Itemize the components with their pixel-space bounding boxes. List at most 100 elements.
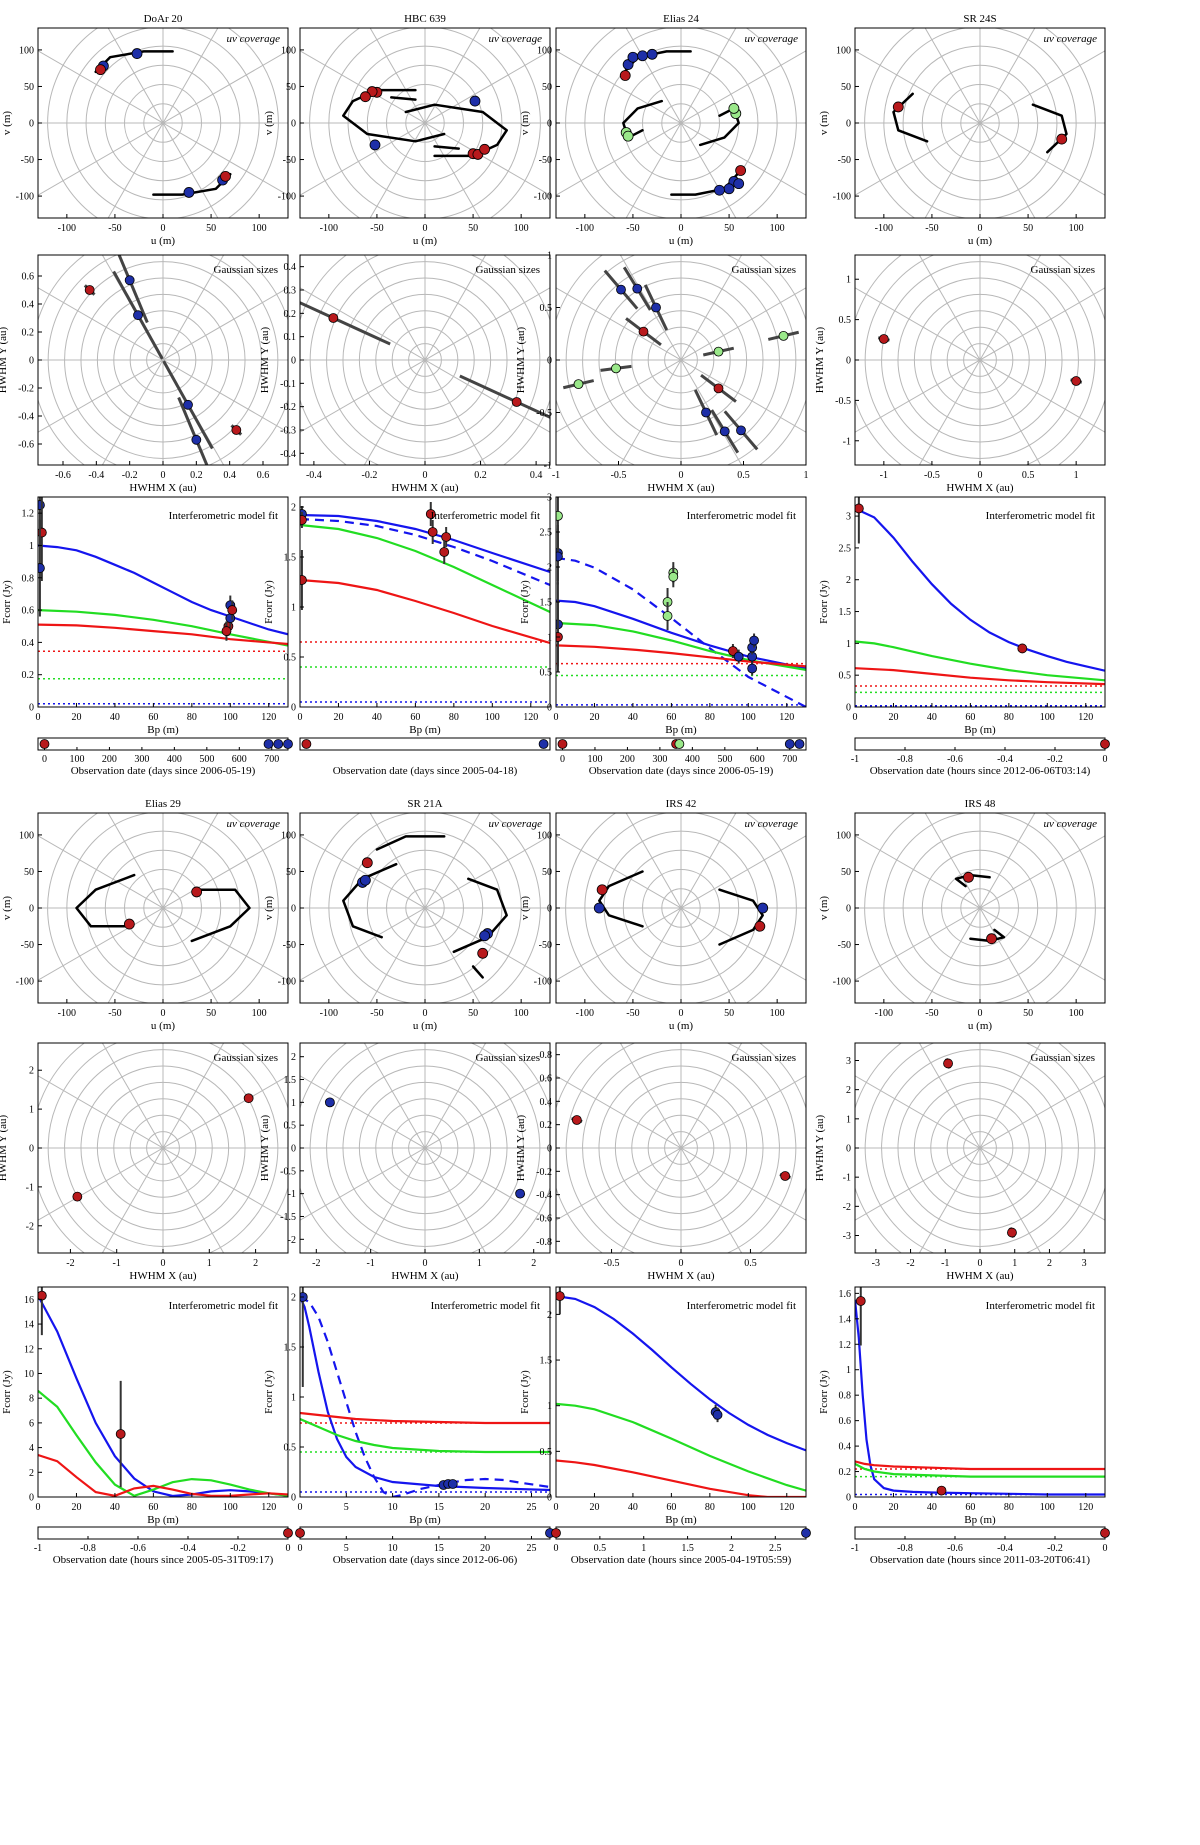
x-tick-label: 0	[423, 1258, 428, 1269]
timeline-frame	[37, 737, 289, 751]
y-tick-label: 1	[291, 1098, 296, 1109]
x-tick-label: 0	[978, 223, 983, 234]
object-name: SR 21A	[407, 798, 442, 810]
y-tick-label: 0.4	[22, 638, 35, 649]
gauss-point	[511, 397, 522, 407]
y-tick-label: 2	[846, 1085, 851, 1096]
x-tick-label: 1	[207, 1258, 212, 1269]
y-tick-label: 16	[24, 1295, 34, 1306]
fit-curve-red	[300, 578, 550, 645]
y-tick-label: 50	[542, 867, 552, 878]
x-tick-label: 60	[666, 712, 676, 723]
fit-data	[855, 497, 1105, 707]
uv-data	[892, 92, 1068, 154]
x-tick-label: 100	[1040, 712, 1055, 723]
timeline-frame	[37, 1526, 289, 1540]
uv-point	[728, 102, 740, 114]
grid-spoke	[556, 835, 806, 981]
x-tick-label: -1	[880, 470, 888, 481]
y-axis-label: HWHM Y (au)	[259, 1114, 271, 1181]
x-tick-label: 0	[978, 1258, 983, 1269]
x-tick-label: -0.5	[611, 470, 627, 481]
fit-data	[855, 1287, 1105, 1496]
fit-curve-blue	[855, 507, 1105, 672]
x-tick-label: 50	[468, 1008, 478, 1019]
uv-point	[627, 51, 639, 63]
y-tick-label: 100	[836, 45, 851, 56]
gauss-point	[713, 346, 724, 357]
y-tick-label: 0.5	[540, 668, 553, 679]
gauss-point	[84, 285, 95, 295]
polar-grid	[38, 813, 288, 1003]
timeline-tick-label: 0	[286, 1543, 291, 1554]
uv-x-label: u (m)	[151, 1020, 175, 1032]
polar-grid	[556, 813, 806, 1003]
polar-grid	[300, 255, 550, 465]
fit-curve-green	[38, 609, 288, 647]
fit-title: Interferometric model fit	[986, 510, 1095, 522]
fit-curve-red	[300, 1411, 550, 1425]
y-tick-label: 1.5	[540, 1356, 553, 1367]
uv-point	[735, 165, 747, 176]
y-axis-label: HWHM Y (au)	[814, 326, 826, 393]
timeline-tick-label: 0	[298, 1543, 303, 1554]
timeline-tick-label: -0.6	[130, 1543, 146, 1554]
gauss-x-label: HWHM X (au)	[647, 1270, 715, 1282]
grid-spoke	[855, 835, 1105, 981]
x-tick-label: 1	[477, 1258, 482, 1269]
x-tick-label: -2	[312, 1258, 320, 1269]
gauss-point	[328, 313, 339, 323]
y-axis-label: v (m)	[818, 896, 830, 920]
grid-spoke	[38, 287, 288, 433]
fit-curve-red	[855, 1460, 1105, 1471]
timeline-point	[1100, 739, 1110, 749]
grid-spoke	[855, 1075, 1105, 1221]
object-name: SR 24S	[963, 13, 996, 25]
fit-point	[225, 613, 236, 624]
uv-data	[342, 86, 508, 160]
gauss-point	[616, 284, 626, 295]
x-tick-label: 10	[388, 1502, 398, 1513]
timeline-point	[283, 739, 293, 749]
y-tick-label: 100	[537, 45, 552, 56]
timeline-tick-label: 200	[620, 754, 635, 765]
x-tick-label: -100	[58, 223, 76, 234]
fit-title: Interferometric model fit	[986, 1300, 1095, 1312]
y-tick-label: 0.5	[284, 1443, 297, 1454]
fit-point	[747, 663, 758, 674]
fit-point	[221, 626, 232, 636]
fit-curve-blue	[38, 544, 288, 636]
x-tick-label: 0	[679, 223, 684, 234]
fit-title: Interferometric model fit	[687, 1300, 796, 1312]
x-tick-label: -100	[875, 223, 893, 234]
y-tick-label: 1.4	[839, 1314, 852, 1325]
gauss-point	[231, 425, 242, 435]
y-tick-label: 10	[24, 1369, 34, 1380]
x-tick-label: 100	[770, 223, 785, 234]
x-tick-label: -50	[370, 223, 383, 234]
timeline-tick-label: 0.5	[594, 1543, 607, 1554]
x-tick-label: -0.5	[604, 1258, 620, 1269]
y-tick-label: -50	[539, 940, 552, 951]
y-tick-label: -50	[539, 155, 552, 166]
timeline-tick-label: 100	[69, 754, 84, 765]
fit-x-label: Bp (m)	[147, 1514, 179, 1526]
uv-point	[733, 178, 745, 190]
x-tick-label: 80	[1004, 1502, 1014, 1513]
uv-coverage-title: uv coverage	[227, 33, 281, 45]
x-tick-label: -50	[108, 1008, 121, 1019]
polar-grid	[556, 28, 806, 218]
gauss-point	[713, 383, 724, 394]
x-tick-label: 120	[1078, 1502, 1093, 1513]
x-tick-label: 25	[526, 1502, 536, 1513]
x-tick-label: 20	[71, 712, 81, 723]
x-tick-label: 0.6	[257, 470, 270, 481]
polar-grid	[556, 255, 806, 465]
x-tick-label: 60	[965, 712, 975, 723]
x-tick-label: 120	[523, 712, 538, 723]
gauss-title: Gaussian sizes	[1031, 264, 1095, 276]
y-tick-label: 0.5	[540, 1447, 553, 1458]
y-tick-label: 0.8	[22, 573, 35, 584]
